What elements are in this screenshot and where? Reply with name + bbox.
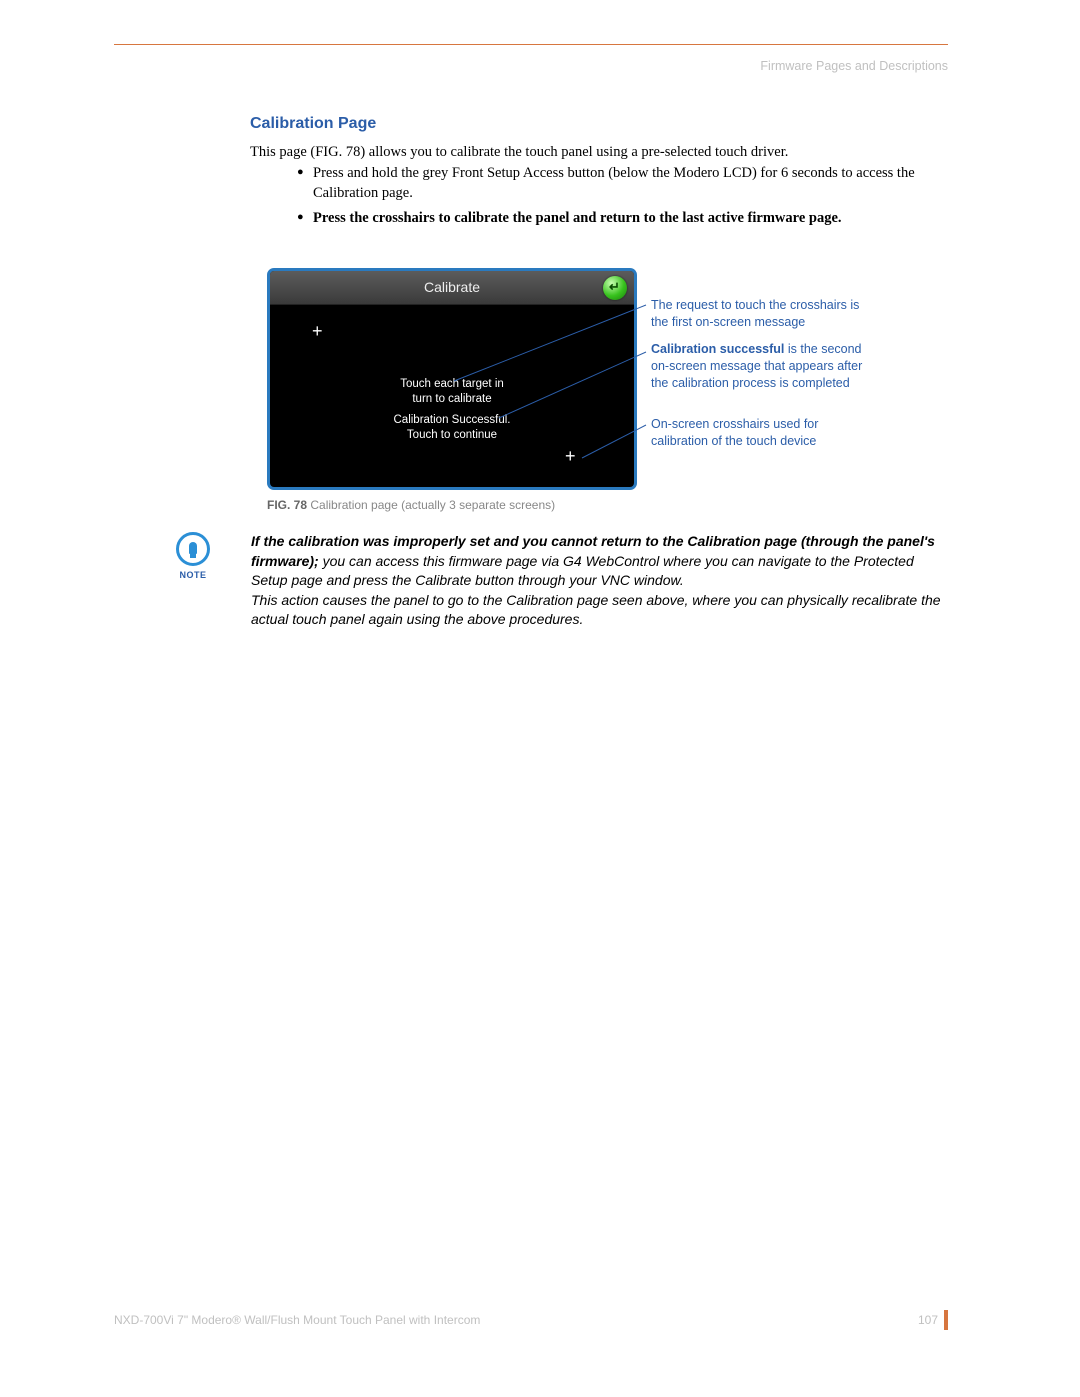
note-icon: NOTE (171, 532, 215, 580)
header-section-label: Firmware Pages and Descriptions (760, 59, 948, 73)
caption-fig-number: FIG. 78 (267, 498, 307, 512)
section-title: Calibration Page (250, 115, 376, 133)
bullet-list: Press and hold the grey Front Setup Acce… (297, 164, 952, 235)
figure-message-1: Touch each target in turn to calibrate (270, 377, 634, 407)
bullet-item: Press and hold the grey Front Setup Acce… (297, 164, 952, 203)
note-label: NOTE (171, 570, 215, 580)
figure-titlebar: Calibrate (270, 271, 634, 305)
note-body: If the calibration was improperly set an… (251, 532, 951, 630)
bullet-text: Press the crosshairs to calibrate the pa… (313, 210, 842, 226)
footer-accent-bar (944, 1310, 948, 1330)
figure-message-2: Calibration Successful. Touch to continu… (270, 413, 634, 443)
note-paragraph-2: This action causes the panel to go to th… (251, 592, 941, 628)
footer-page-number: 107 (918, 1313, 938, 1327)
intro-paragraph: This page (FIG. 78) allows you to calibr… (250, 143, 950, 163)
callout-1: The request to touch the crosshairs is t… (651, 297, 866, 331)
lightbulb-icon (176, 532, 210, 566)
crosshair-icon: + (312, 321, 323, 342)
callout-3: On-screen crosshairs used for calibratio… (651, 416, 866, 450)
crosshair-icon: + (565, 446, 576, 467)
footer-title: NXD-700Vi 7" Modero® Wall/Flush Mount To… (114, 1313, 480, 1327)
figure-title: Calibrate (270, 279, 634, 295)
callout-bold: Calibration successful (651, 342, 784, 356)
caption-text: Calibration page (actually 3 separate sc… (307, 498, 555, 512)
bullet-text: Press and hold the grey Front Setup Acce… (313, 165, 915, 201)
document-page: Firmware Pages and Descriptions Calibrat… (114, 44, 948, 1354)
figure-caption: FIG. 78 Calibration page (actually 3 sep… (267, 498, 555, 512)
calibration-figure: Calibrate + Touch each target in turn to… (267, 268, 637, 490)
figure-line: turn to calibrate (412, 393, 491, 405)
figure-line: Calibration Successful. (394, 414, 511, 426)
figure-line: Touch each target in (400, 378, 504, 390)
callout-2: Calibration successful is the second on-… (651, 341, 866, 392)
note-rest: you can access this firmware page via G4… (251, 553, 914, 589)
bullet-item: Press the crosshairs to calibrate the pa… (297, 209, 952, 229)
accept-icon (603, 276, 627, 300)
figure-line: Touch to continue (407, 429, 497, 441)
